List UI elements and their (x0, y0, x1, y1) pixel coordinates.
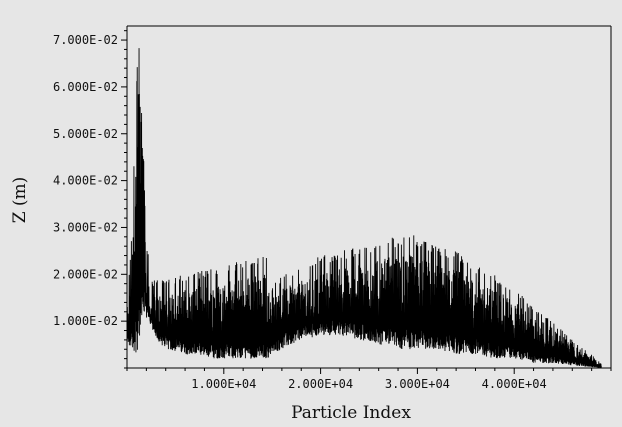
x-tick-label: 4.000E+04 (482, 377, 547, 391)
y-tick-label: 3.000E-02 (53, 220, 118, 234)
x-tick-label: 3.000E+04 (385, 377, 450, 391)
y-tick-layer: 1.000E-02 2.000E-02 3.000E-02 4.000E-02 5.00… (53, 30, 127, 369)
y-tick-label: 4.000E-02 (53, 174, 118, 188)
y-tick-label: 5.000E-02 (53, 127, 118, 141)
series-layer (126, 48, 602, 368)
x-tick-label: 1.000E+04 (191, 377, 256, 391)
x-axis-title: Particle Index (291, 403, 411, 423)
y-axis-title: Z (m) (10, 177, 30, 224)
x-tick-layer: 1.000E+04 2.000E+04 3.000E+04 4.000E+04 (126, 368, 612, 391)
y-tick-label: 1.000E-02 (53, 314, 118, 328)
y-tick-label: 2.000E-02 (53, 267, 118, 281)
y-tick-label: 6.000E-02 (53, 80, 118, 94)
x-tick-label: 2.000E+04 (288, 377, 353, 391)
series-line (126, 48, 602, 368)
y-tick-label: 7.000E-02 (53, 33, 118, 47)
